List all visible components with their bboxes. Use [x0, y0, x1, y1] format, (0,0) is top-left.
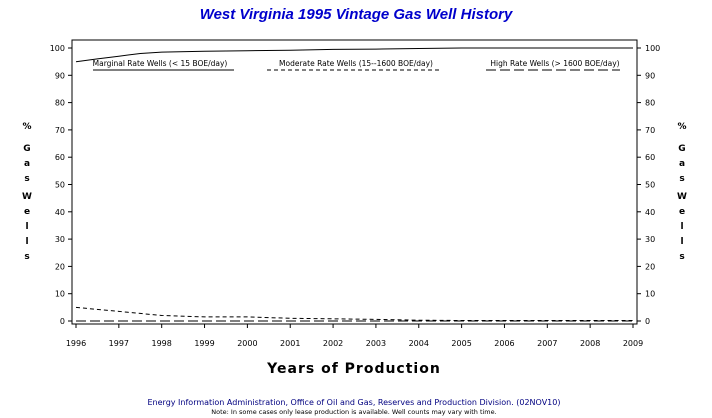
y-tick-label-right: 90 — [645, 71, 655, 80]
y-tick-label-right: 80 — [645, 99, 655, 108]
legend: Marginal Rate Wells (< 15 BOE/day) Modera… — [93, 59, 620, 71]
y-tick-label: 30 — [55, 235, 65, 244]
x-tick-label: 2004 — [409, 339, 429, 348]
y-axis-label-char: l — [680, 237, 683, 247]
y-axis-label-char: e — [679, 207, 685, 217]
x-tick-label: 2009 — [623, 339, 643, 348]
y-axis-label-char: s — [679, 174, 684, 184]
x-axis-label: Years of Production — [266, 361, 441, 377]
y-tick-label-right: 60 — [645, 153, 655, 162]
y-axis-label-char: a — [24, 159, 30, 169]
y-tick-label: 100 — [50, 44, 65, 53]
x-tick-label: 1998 — [152, 339, 172, 348]
x-tick-label: 1997 — [109, 339, 129, 348]
x-tick-label: 2003 — [366, 339, 386, 348]
y-tick-label-right: 70 — [645, 126, 655, 135]
y-tick-label-right: 100 — [645, 44, 660, 53]
plot-frame — [71, 39, 638, 325]
series-line-0 — [75, 47, 633, 63]
y-tick-label: 0 — [60, 317, 65, 326]
legend-label-0: Marginal Rate Wells (< 15 BOE/day) — [93, 59, 228, 68]
y-tick-label-right: 50 — [645, 181, 655, 190]
chart-title: West Virginia 1995 Vintage Gas Well Hist… — [200, 6, 513, 23]
x-tick-label: 2002 — [323, 339, 343, 348]
x-tick-label: 2001 — [280, 339, 300, 348]
y-axis-label-char: G — [678, 144, 685, 154]
y-axis-label-char: W — [677, 192, 687, 202]
y-axis-label-char: G — [23, 144, 30, 154]
y-axis-label-char: e — [24, 207, 30, 217]
x-axis: 1996 1997 1998 1999 2000 2001 2002 2003 2004 2005… — [66, 324, 643, 348]
y-axis-label-char: s — [24, 174, 29, 184]
y-tick-label: 50 — [55, 181, 65, 190]
y-tick-label: 90 — [55, 71, 65, 80]
y-tick-label-right: 30 — [645, 235, 655, 244]
y-tick-label-right: 0 — [645, 317, 650, 326]
y-tick-label-right: 20 — [645, 262, 655, 271]
x-tick-label: 2007 — [537, 339, 557, 348]
x-tick-label: 1996 — [66, 339, 86, 348]
y-tick-label: 20 — [55, 262, 65, 271]
y-axis-label-char: % — [677, 122, 686, 132]
y-axis-label-char: s — [24, 252, 29, 262]
y-tick-label: 60 — [55, 153, 65, 162]
series-line-1 — [75, 306, 633, 321]
x-tick-label: 2008 — [580, 339, 600, 348]
x-tick-label: 2006 — [494, 339, 514, 348]
footer-source: Energy Information Administration, Offic… — [148, 398, 561, 407]
y-axis-label-char: % — [22, 122, 31, 132]
legend-label-1: Moderate Rate Wells (15--1600 BOE/day) — [279, 59, 433, 68]
y-axis-label-char: W — [22, 192, 32, 202]
y-tick-label-right: 10 — [645, 290, 655, 299]
y-axis-left: 0 10 20 30 40 50 60 70 80 90 100 — [50, 44, 72, 326]
y-axis-label-char: a — [679, 159, 685, 169]
legend-label-2: High Rate Wells (> 1600 BOE/day) — [490, 59, 619, 68]
y-axis-label-char: s — [679, 252, 684, 262]
y-tick-label: 10 — [55, 290, 65, 299]
x-tick-label: 2000 — [237, 339, 257, 348]
y-tick-label-right: 40 — [645, 208, 655, 217]
footer-note: Note: In some cases only lease productio… — [211, 408, 496, 416]
y-tick-label: 70 — [55, 126, 65, 135]
y-axis-right: 0 10 20 30 40 50 60 70 80 90 100 — [637, 44, 660, 326]
y-axis-label-char: l — [25, 237, 28, 247]
y-axis-label-char: l — [25, 222, 28, 232]
y-tick-label: 40 — [55, 208, 65, 217]
y-tick-label: 80 — [55, 99, 65, 108]
series-lines — [75, 47, 633, 322]
y-axis-label-char: l — [680, 222, 683, 232]
x-tick-label: 1999 — [194, 339, 214, 348]
x-tick-label: 2005 — [451, 339, 471, 348]
